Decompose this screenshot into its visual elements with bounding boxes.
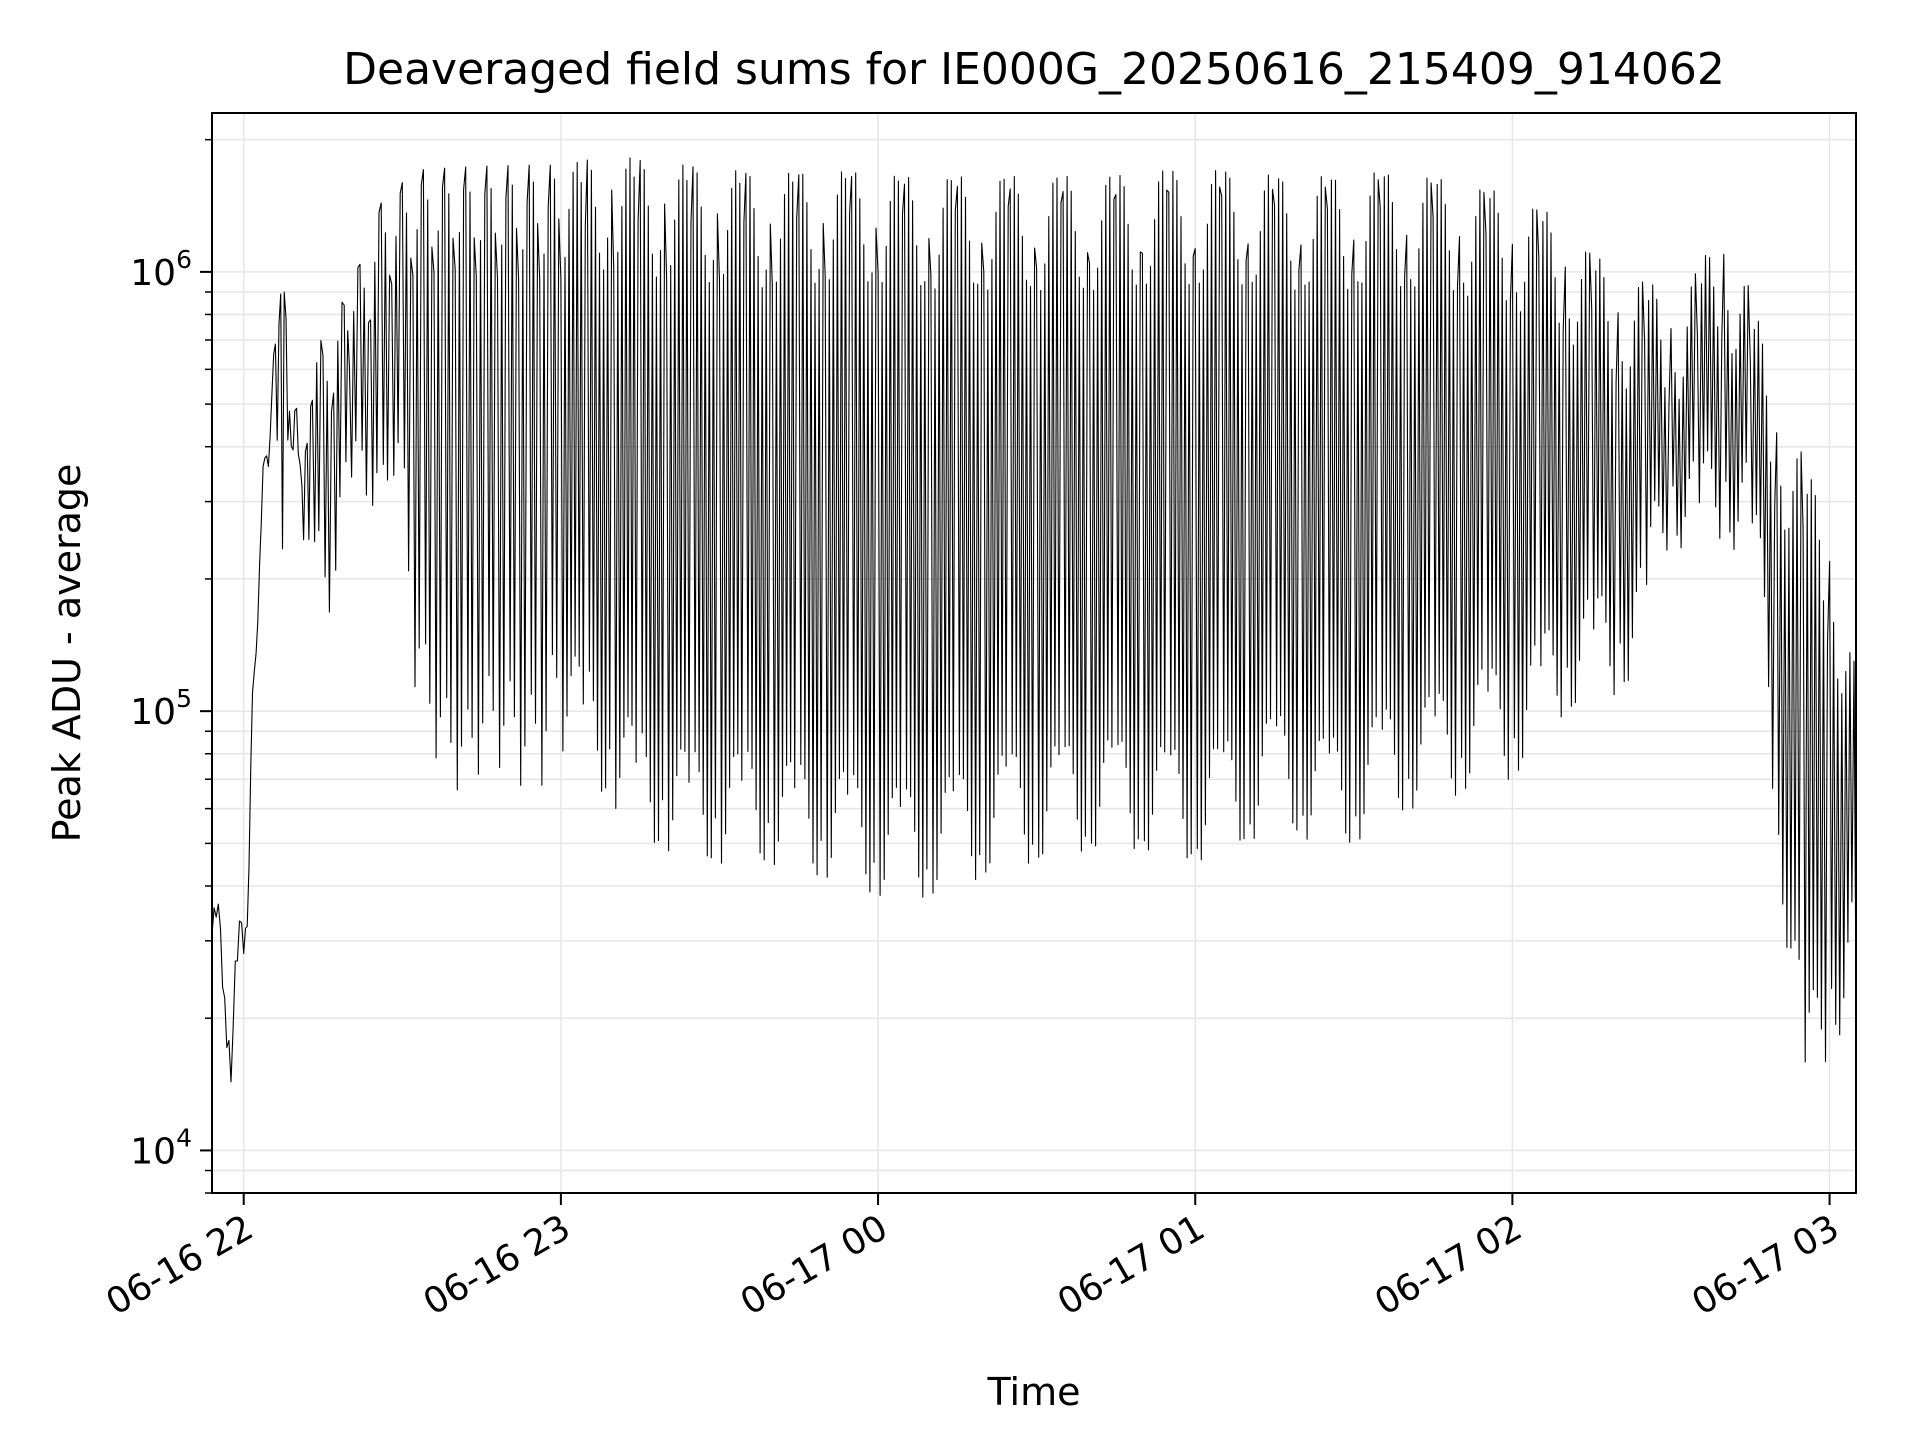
y-tick-label: 104 <box>130 1123 192 1172</box>
plot-frame <box>211 112 1857 1194</box>
series-line <box>211 157 1857 1083</box>
chart-title: Deaveraged field sums for IE000G_2025061… <box>343 44 1725 95</box>
y-tick-label: 105 <box>130 684 192 733</box>
x-axis-label: Time <box>987 1370 1081 1414</box>
y-axis-label: Peak ADU - average <box>45 464 89 843</box>
y-tick-label: 106 <box>130 245 192 294</box>
